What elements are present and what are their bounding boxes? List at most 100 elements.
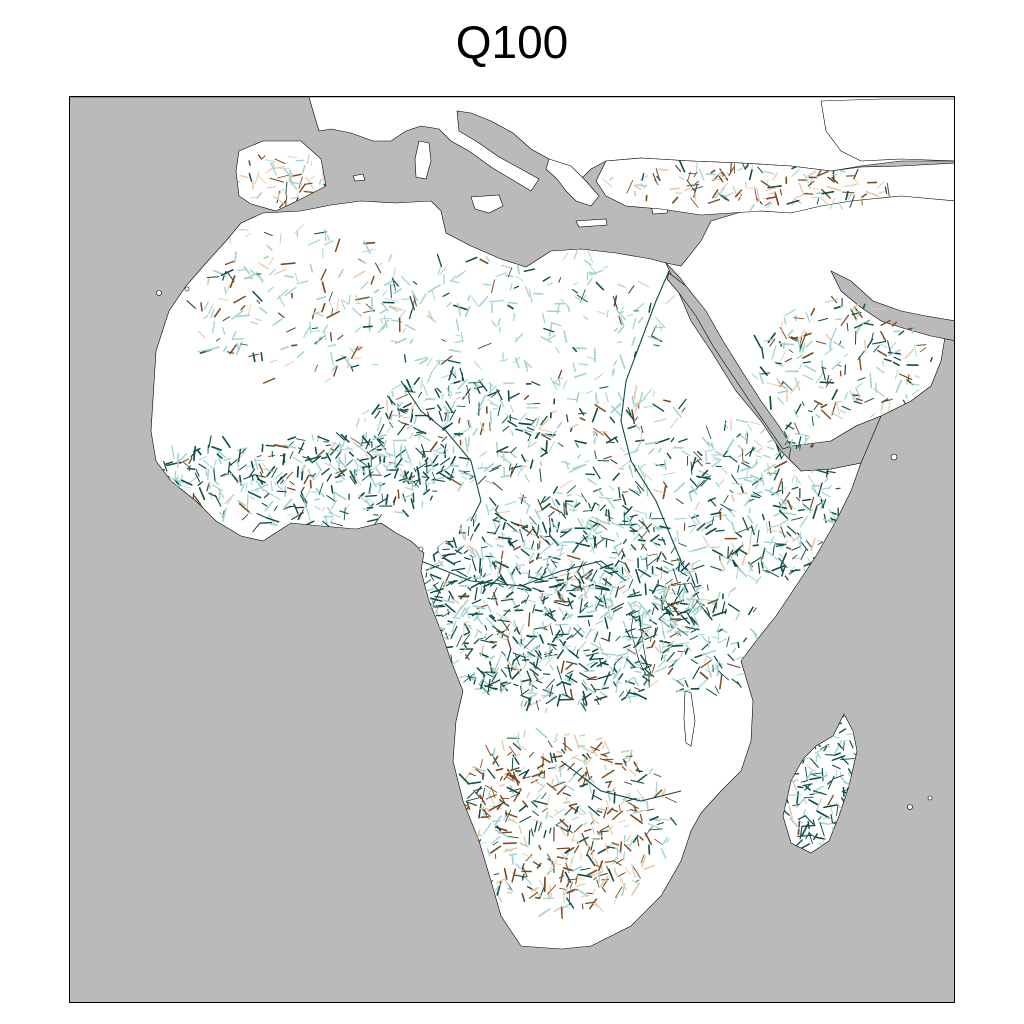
stream-segment	[559, 479, 572, 489]
stream-segment	[273, 505, 278, 512]
stream-segment	[540, 415, 548, 426]
stream-segment	[534, 580, 549, 584]
stream-segment	[808, 832, 815, 838]
stream-segment	[848, 192, 852, 200]
stream-segment	[430, 575, 435, 582]
stream-segment	[565, 796, 568, 804]
stream-segment	[803, 799, 808, 805]
stream-segment	[707, 598, 719, 605]
stream-segment	[606, 497, 616, 510]
stream-segment	[690, 457, 697, 472]
stream-segment	[613, 656, 623, 666]
stream-segment	[777, 478, 783, 492]
stream-segment	[790, 381, 801, 394]
stream-segment	[651, 663, 656, 673]
stream-segment	[539, 468, 542, 482]
stream-segment	[749, 421, 761, 425]
stream-segment	[791, 776, 797, 792]
stream-segment	[821, 409, 832, 420]
stream-segment	[413, 427, 427, 435]
stream-segment	[521, 465, 525, 472]
stream-segment	[670, 417, 679, 429]
stream-segment	[511, 854, 515, 865]
stream-segment	[554, 732, 558, 740]
stream-segment	[581, 692, 592, 701]
stream-segment	[661, 640, 665, 652]
stream-segment	[832, 735, 841, 739]
stream-segment	[905, 378, 908, 385]
stream-segment	[615, 567, 625, 579]
stream-segment	[507, 569, 513, 580]
stream-segment	[528, 751, 535, 758]
stream-segment	[810, 537, 816, 552]
stream-segment	[221, 507, 227, 523]
stream-segment	[831, 176, 839, 184]
stream-segment	[584, 828, 592, 832]
stream-segment	[479, 394, 487, 407]
stream-segment	[678, 159, 686, 173]
stream-segment	[249, 496, 256, 500]
stream-segment	[911, 389, 920, 396]
stream-segment	[687, 514, 697, 525]
stream-segment	[597, 459, 610, 462]
stream-segment	[351, 345, 361, 351]
stream-segment	[588, 263, 597, 276]
stream-segment	[305, 520, 315, 526]
stream-segment	[735, 570, 739, 580]
stream-segment	[628, 610, 639, 616]
stream-segment	[247, 491, 262, 499]
stream-segment	[547, 282, 553, 286]
stream-segment	[666, 580, 673, 595]
stream-segment	[634, 401, 640, 414]
stream-segment	[763, 170, 775, 175]
stream-segment	[817, 541, 823, 545]
streamflow-change-layer	[151, 153, 933, 919]
stream-segment	[507, 662, 521, 672]
stream-segment	[601, 886, 606, 893]
stream-segment	[576, 561, 587, 572]
stream-segment	[476, 667, 486, 677]
stream-segment	[438, 551, 442, 558]
stream-segment	[809, 496, 815, 509]
stream-segment	[393, 288, 403, 294]
stream-segment	[814, 836, 826, 840]
stream-segment	[477, 342, 492, 349]
stream-segment	[467, 436, 471, 447]
stream-segment	[751, 477, 763, 486]
stream-segment	[747, 562, 754, 572]
stream-segment	[832, 774, 844, 780]
stream-segment	[809, 757, 819, 768]
stream-segment	[726, 663, 741, 669]
stream-segment	[500, 682, 509, 692]
stream-segment	[664, 796, 677, 803]
stream-segment	[540, 756, 551, 764]
stream-segment	[522, 662, 527, 670]
stream-segment	[783, 317, 787, 325]
stream-segment	[669, 659, 675, 663]
stream-segment	[413, 376, 420, 386]
stream-segment	[637, 568, 651, 578]
map-frame	[69, 96, 955, 1003]
stream-segment	[521, 678, 532, 683]
stream-segment	[561, 513, 567, 519]
stream-segment	[557, 442, 564, 447]
gulf-of-aden	[788, 415, 882, 472]
stream-segment	[462, 605, 471, 618]
stream-segment	[174, 470, 177, 479]
stream-segment	[598, 641, 603, 654]
stream-segment	[662, 591, 666, 603]
stream-segment	[506, 786, 521, 795]
stream-segment	[830, 327, 837, 342]
stream-segment	[699, 671, 709, 680]
stream-segment	[271, 467, 278, 479]
stream-segment	[591, 648, 599, 653]
stream-segment	[302, 495, 308, 503]
stream-segment	[554, 809, 559, 814]
stream-segment	[806, 764, 817, 774]
stream-segment	[341, 299, 349, 305]
stream-segment	[532, 604, 536, 614]
stream-segment	[705, 425, 712, 440]
stream-segment	[543, 542, 555, 552]
stream-segment	[625, 609, 636, 616]
stream-segment	[766, 382, 781, 387]
